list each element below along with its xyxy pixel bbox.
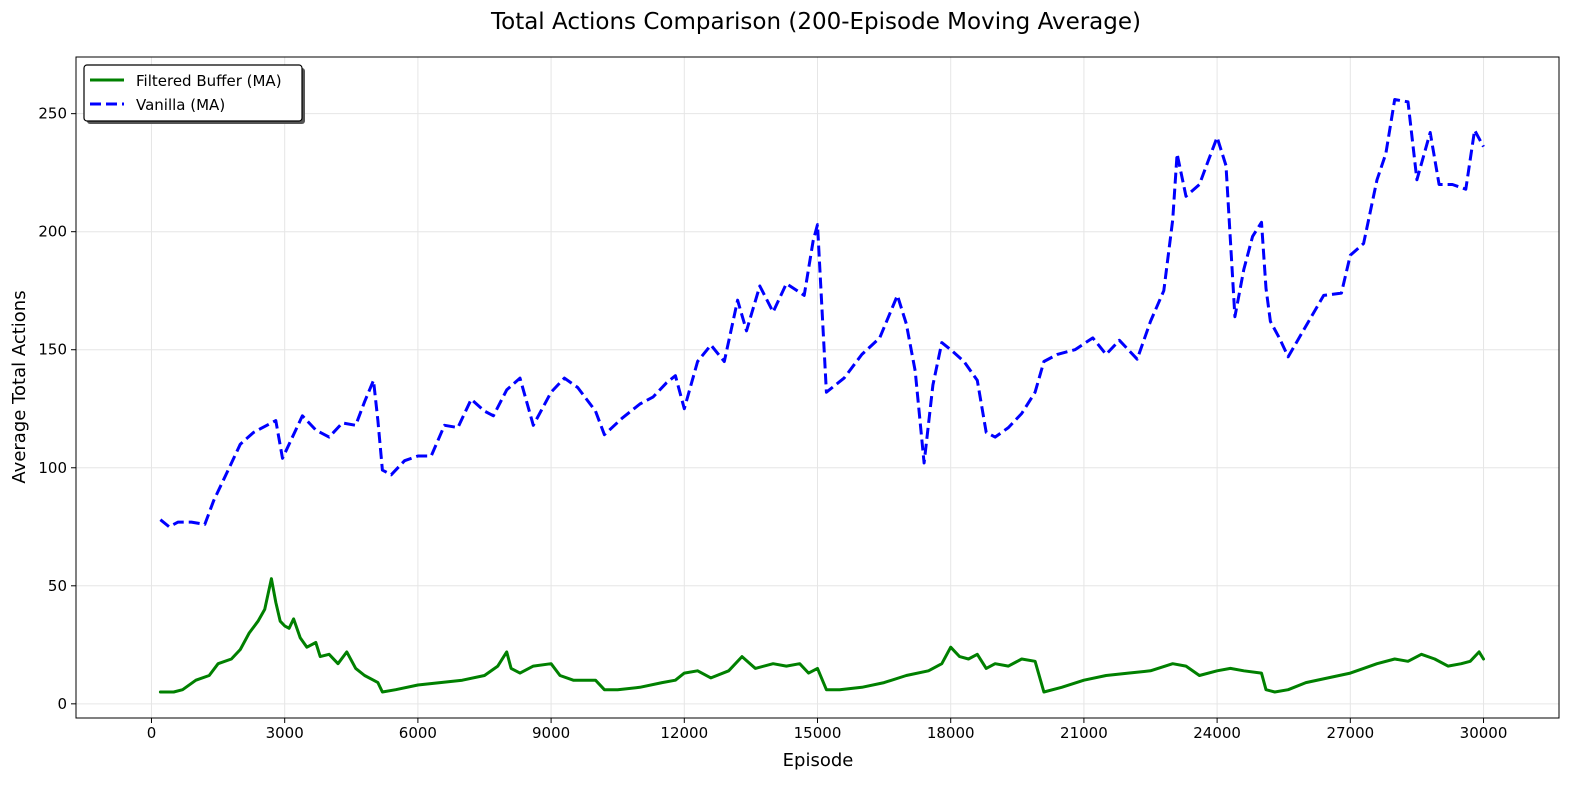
plot-lines	[158, 98, 1485, 694]
x-tick-label: 24000	[1193, 724, 1241, 742]
legend-label-filtered: Filtered Buffer (MA)	[136, 72, 282, 90]
y-tick-label: 50	[48, 577, 67, 595]
legend-box	[83, 64, 303, 122]
y-tick-label: 0	[57, 695, 67, 713]
series-line-1	[159, 98, 1485, 529]
x-tick-label: 3000	[266, 724, 304, 742]
x-tick-label: 27000	[1326, 724, 1374, 742]
x-tick-label: 6000	[399, 724, 437, 742]
x-axis: 0 3000 6000 9000 12000 15000 18000 21000 24000 27…	[147, 718, 1508, 742]
y-tick-label: 250	[38, 105, 67, 123]
series-line-0	[158, 577, 1485, 694]
x-tick-label: 9000	[532, 724, 570, 742]
y-tick-label: 150	[38, 341, 67, 359]
grid	[76, 57, 1559, 718]
y-axis: 0 50 100 150 200 250	[38, 105, 76, 713]
x-tick-label: 30000	[1460, 724, 1508, 742]
legend: Filtered Buffer (MA) Vanilla (MA)	[83, 64, 305, 124]
chart-title: Total Actions Comparison (200-Episode Mo…	[490, 9, 1141, 35]
x-axis-title: Episode	[783, 750, 854, 771]
y-tick-label: 100	[38, 459, 67, 477]
y-tick-label: 200	[38, 223, 67, 241]
x-tick-label: 0	[147, 724, 157, 742]
x-tick-label: 21000	[1060, 724, 1108, 742]
x-tick-label: 12000	[660, 724, 708, 742]
x-tick-label: 18000	[927, 724, 975, 742]
legend-label-vanilla: Vanilla (MA)	[136, 96, 225, 114]
x-tick-label: 15000	[794, 724, 842, 742]
y-axis-title: Average Total Actions	[9, 290, 30, 483]
